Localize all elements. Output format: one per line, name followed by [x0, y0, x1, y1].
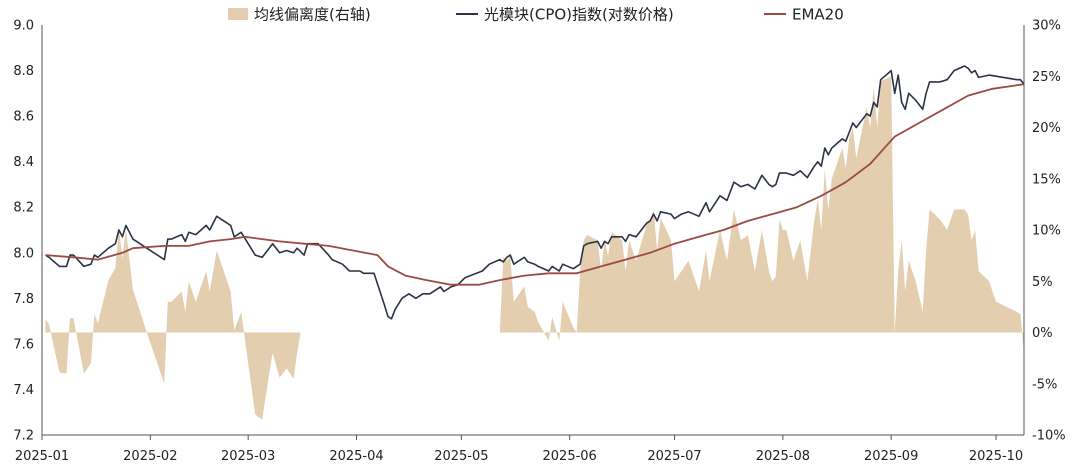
x-tick-label: 2025-08: [756, 449, 810, 464]
x-tick-label: 2025-01: [15, 449, 69, 464]
left-y-tick-label: 9.0: [13, 19, 34, 34]
x-tick-label: 2025-09: [864, 449, 918, 464]
left-y-tick-label: 8.4: [13, 155, 34, 170]
right-y-tick-label: 25%: [1032, 70, 1061, 85]
x-tick-label: 2025-04: [329, 449, 383, 464]
series-line-cpo-index: [45, 65, 1025, 320]
x-tick-label: 2025-02: [123, 449, 177, 464]
right-y-tick-label: 20%: [1032, 121, 1061, 136]
series-line-ema20: [45, 83, 1025, 286]
series-area-deviation: [45, 76, 1024, 420]
right-y-tick-label: 15%: [1032, 172, 1061, 187]
x-tick-label: 2025-03: [221, 449, 275, 464]
right-y-tick-label: 5%: [1032, 275, 1053, 290]
right-y-tick-label: -10%: [1032, 429, 1066, 444]
left-y-tick-label: 7.4: [13, 383, 34, 398]
right-y-tick-label: 0%: [1032, 326, 1053, 341]
left-y-tick-label: 8.2: [13, 201, 34, 216]
legend-label: 光模块(CPO)指数(对数价格): [484, 6, 674, 24]
left-y-tick-label: 7.2: [13, 429, 34, 444]
left-y-tick-label: 8.0: [13, 246, 34, 261]
deviation-area-layer: [45, 76, 1024, 420]
left-y-tick-label: 7.6: [13, 337, 34, 352]
x-tick-label: 2025-10: [969, 449, 1023, 464]
legend-label: 均线偏离度(右轴): [254, 6, 371, 24]
legend-swatch-area: [228, 8, 248, 20]
x-tick-label: 2025-05: [434, 449, 488, 464]
x-tick-label: 2025-07: [647, 449, 701, 464]
legend-label: EMA20: [792, 6, 844, 24]
price-lines-layer: [45, 65, 1025, 320]
legend: 均线偏离度(右轴) 光模块(CPO)指数(对数价格) EMA20: [228, 6, 844, 24]
right-y-tick-label: 10%: [1032, 224, 1061, 239]
left-y-tick-label: 7.8: [13, 292, 34, 307]
x-tick-label: 2025-06: [543, 449, 597, 464]
left-y-tick-label: 8.8: [13, 64, 34, 79]
right-y-tick-label: -5%: [1032, 377, 1057, 392]
right-y-tick-label: 30%: [1032, 19, 1061, 34]
left-y-tick-label: 8.6: [13, 110, 34, 125]
axes-layer: 7.2 7.4 7.6 7.8 8.0 8.2 8.4 8.6 8.8 9.0 -10% -5% 0% 5…: [13, 19, 1065, 465]
